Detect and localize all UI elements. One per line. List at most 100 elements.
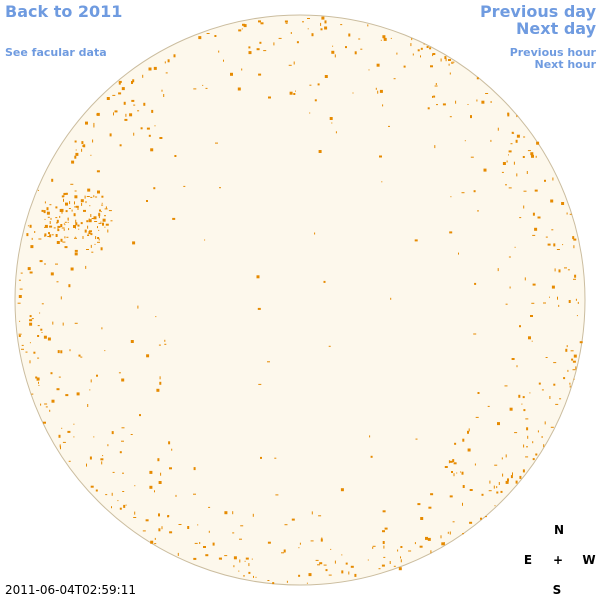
facula: [154, 490, 155, 493]
facula: [522, 469, 525, 473]
facula: [553, 243, 556, 247]
facula: [122, 491, 125, 492]
facula: [360, 48, 363, 50]
facula: [260, 456, 262, 459]
facula: [496, 491, 499, 494]
facula: [125, 504, 127, 506]
facula: [41, 332, 43, 333]
facula: [198, 36, 202, 40]
facula: [485, 516, 487, 518]
facula: [500, 490, 503, 493]
facula: [193, 557, 197, 560]
facula: [397, 549, 399, 552]
facula: [348, 571, 350, 575]
facula: [88, 219, 92, 223]
facula: [440, 58, 442, 62]
facula: [20, 272, 23, 274]
facula: [436, 104, 438, 106]
facula: [549, 296, 550, 298]
facula: [154, 125, 156, 127]
facula: [87, 235, 90, 236]
facula: [74, 206, 78, 208]
facula: [49, 225, 53, 228]
facula: [130, 340, 134, 343]
facula: [467, 430, 469, 434]
facula: [516, 365, 518, 368]
facula: [61, 227, 65, 229]
facula: [490, 101, 492, 103]
facula: [367, 24, 369, 27]
facula: [473, 190, 476, 193]
facula: [81, 202, 83, 206]
facula: [159, 137, 163, 139]
facula: [476, 99, 478, 102]
facula: [85, 121, 88, 125]
facula: [214, 35, 217, 37]
facula: [91, 251, 94, 253]
facula: [105, 206, 107, 209]
facula: [307, 18, 310, 19]
facula: [519, 325, 521, 328]
facula: [102, 222, 104, 226]
facula: [569, 213, 572, 215]
facula: [306, 582, 308, 584]
facula: [527, 435, 529, 439]
facula: [153, 187, 156, 190]
facula: [449, 495, 453, 498]
facula: [90, 233, 93, 236]
facula: [33, 351, 36, 354]
facula: [256, 48, 260, 51]
facula: [241, 68, 243, 71]
facula: [60, 208, 64, 212]
facula: [573, 354, 577, 358]
facula: [314, 232, 316, 235]
facula: [470, 156, 474, 158]
facula: [39, 312, 41, 314]
facula: [63, 195, 65, 198]
facula: [259, 41, 262, 44]
prev-day-link[interactable]: Previous day: [480, 2, 597, 21]
facula: [571, 358, 574, 361]
facula: [469, 489, 473, 491]
facula: [523, 205, 525, 209]
facula: [440, 535, 442, 539]
facula: [441, 542, 445, 546]
facula: [111, 492, 113, 496]
facula: [523, 190, 527, 192]
facula: [114, 110, 118, 113]
facula: [81, 141, 84, 145]
next-day-link[interactable]: Next day: [516, 19, 597, 38]
facula: [556, 249, 560, 250]
facula: [49, 204, 52, 206]
facula: [553, 362, 557, 364]
facula: [80, 222, 83, 225]
facula: [568, 300, 571, 303]
facula: [467, 104, 469, 105]
next-hour-link[interactable]: Next hour: [535, 58, 597, 71]
facula: [449, 72, 451, 75]
facula: [69, 349, 71, 352]
facula: [93, 195, 95, 198]
facula: [318, 515, 322, 517]
facula: [41, 209, 44, 212]
facula: [224, 511, 228, 515]
facula: [427, 537, 431, 541]
facula: [94, 221, 97, 222]
facula: [38, 384, 40, 386]
facula: [62, 241, 66, 243]
facula: [220, 557, 222, 560]
back-link[interactable]: Back to 2011: [5, 2, 122, 21]
facula: [331, 122, 333, 124]
facula: [85, 265, 87, 269]
compass-s: S: [553, 583, 562, 597]
facula: [334, 560, 336, 564]
facula: [579, 341, 583, 344]
facula: [44, 224, 48, 228]
facula: [258, 73, 262, 76]
facula: [368, 69, 370, 71]
facula: [69, 201, 71, 205]
facula: [435, 83, 437, 85]
prev-hour-link[interactable]: Previous hour: [510, 46, 597, 59]
facula: [18, 335, 21, 337]
facular-link[interactable]: See facular data: [5, 46, 107, 59]
